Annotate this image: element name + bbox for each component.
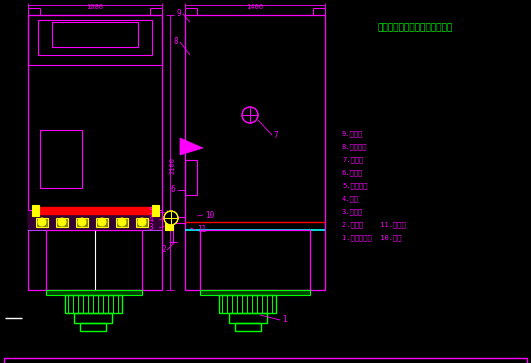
Circle shape <box>38 218 46 226</box>
Bar <box>96 218 108 227</box>
Bar <box>219 295 276 313</box>
Bar <box>65 295 122 313</box>
Bar <box>36 207 154 214</box>
Bar <box>116 218 128 227</box>
Circle shape <box>138 218 146 226</box>
Text: 10: 10 <box>205 211 214 220</box>
Bar <box>185 15 325 290</box>
Text: 6.检修门: 6.检修门 <box>342 170 363 176</box>
Text: 2100: 2100 <box>169 156 175 174</box>
Bar <box>40 130 82 188</box>
Bar <box>76 218 88 227</box>
Text: 2: 2 <box>161 245 166 254</box>
Bar <box>165 222 173 230</box>
Circle shape <box>118 218 126 226</box>
Circle shape <box>58 218 66 226</box>
Bar <box>46 290 142 295</box>
Text: 7.排风口: 7.排风口 <box>342 157 363 163</box>
Text: 6: 6 <box>170 185 175 195</box>
Bar <box>74 313 112 323</box>
Text: 3: 3 <box>148 224 153 232</box>
Bar <box>46 230 142 290</box>
Text: 1400: 1400 <box>246 4 263 10</box>
Circle shape <box>78 218 86 226</box>
Bar <box>185 160 197 195</box>
Text: 北京华康中天国际环保有限公司: 北京华康中天国际环保有限公司 <box>378 24 452 33</box>
Bar <box>200 290 310 295</box>
Text: 7: 7 <box>274 131 279 139</box>
Text: 9: 9 <box>176 9 181 19</box>
Text: 4.气包: 4.气包 <box>342 196 359 202</box>
Bar <box>28 15 162 65</box>
Bar <box>235 323 261 331</box>
Text: 2.气包箱    11.机控笱: 2.气包箱 11.机控笱 <box>342 222 406 228</box>
Text: 4: 4 <box>148 216 153 224</box>
Text: 1: 1 <box>282 315 287 325</box>
Bar <box>56 218 68 227</box>
Bar <box>136 218 148 227</box>
Text: 3.脉冲阀: 3.脉冲阀 <box>342 209 363 215</box>
Bar <box>200 230 310 290</box>
Text: 5.气包支架: 5.气包支架 <box>342 183 367 189</box>
Bar <box>52 22 138 47</box>
Polygon shape <box>180 138 203 155</box>
Text: 9.活支架: 9.活支架 <box>342 131 363 137</box>
Text: 1080: 1080 <box>87 4 104 10</box>
Text: 8: 8 <box>174 37 178 46</box>
Text: 1.除尘器风机  10.检修: 1.除尘器风机 10.检修 <box>342 235 401 241</box>
Bar <box>32 205 39 216</box>
Text: 8.自支撑腿: 8.自支撑腿 <box>342 144 367 150</box>
Bar <box>80 323 106 331</box>
Circle shape <box>98 218 106 226</box>
Circle shape <box>164 211 178 225</box>
Bar <box>28 210 162 230</box>
Text: 5: 5 <box>148 208 153 216</box>
Circle shape <box>242 107 258 123</box>
Bar <box>36 218 48 227</box>
Bar <box>152 205 159 216</box>
Bar <box>28 15 162 290</box>
Text: 11: 11 <box>197 225 206 234</box>
Bar <box>38 20 152 55</box>
Bar <box>229 313 267 323</box>
